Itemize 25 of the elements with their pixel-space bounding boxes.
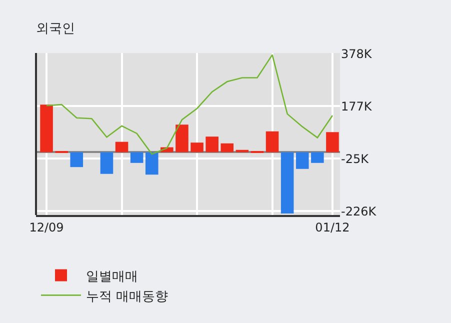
chart-title: 외국인 [36,21,76,36]
bar [280,152,294,214]
line-series [46,54,334,155]
y-tick-label: 378K [341,46,373,61]
bar [326,132,339,152]
legend-label: 누적 매매동향 [86,289,168,304]
legend-label: 일별매매 [86,269,138,284]
bar [311,152,324,163]
bar [206,136,218,152]
y-tick-label: 177K [341,99,373,114]
y-tick-label: -226K [341,204,378,218]
bar [145,152,158,175]
bar [220,143,234,152]
y-tick-label: -25K [341,152,370,166]
x-tick-label: 01/12 [315,220,350,234]
bar [176,124,188,152]
bar [115,142,128,152]
x-tick-label: 12/09 [29,220,64,234]
bar [130,152,144,163]
bar [40,104,53,152]
bar [100,152,114,174]
bar [296,152,309,169]
bar [70,152,84,168]
bar [190,142,204,152]
bar [266,131,279,152]
